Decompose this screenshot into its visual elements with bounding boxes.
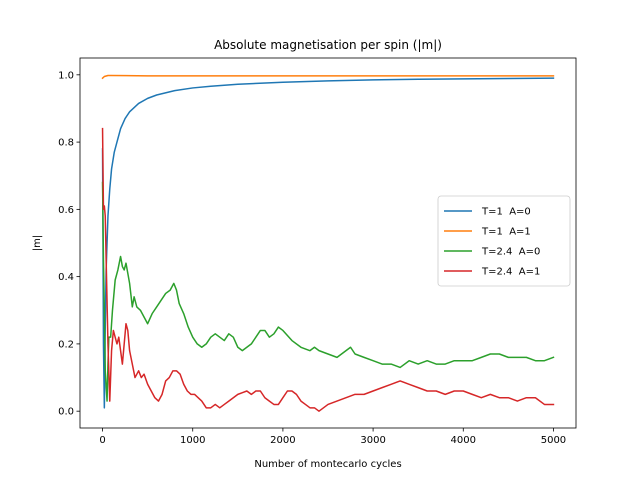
series-line-3 <box>101 181 555 402</box>
x-tick-label: 5000 <box>541 435 566 446</box>
y-tick-label: 0.8 <box>58 138 74 149</box>
y-tick-label: 0.4 <box>58 272 74 283</box>
legend-label-3: T=2.4 A=0 <box>481 247 540 258</box>
series-line-4 <box>101 127 555 412</box>
x-tick-label: 3000 <box>360 435 385 446</box>
x-tick-label: 0 <box>99 435 105 446</box>
chart-title: Absolute magnetisation per spin (|m|) <box>214 38 442 52</box>
y-tick-label: 0.6 <box>58 205 74 216</box>
series-line-1 <box>101 77 555 409</box>
y-axis-label: |m| <box>32 235 43 251</box>
legend-label-2: T=1 A=1 <box>481 227 531 238</box>
legend-box <box>437 195 571 287</box>
y-axis-ticks: 0.0 0.2 0.4 0.6 0.8 1.0 <box>58 70 80 418</box>
series-line-2 <box>101 74 555 80</box>
y-tick-label: 0.0 <box>58 407 74 418</box>
plot-frame <box>79 57 577 429</box>
x-axis-label: Number of montecarlo cycles <box>254 459 401 470</box>
legend-label-1: T=1 A=0 <box>481 207 531 218</box>
x-tick-label: 1000 <box>180 435 205 446</box>
x-tick-label: 4000 <box>451 435 476 446</box>
legend: T=1 A=0 T=1 A=1 T=2.4 A=0 T=2.4 A=1 <box>437 195 571 287</box>
y-tick-label: 0.2 <box>58 339 74 350</box>
series-layer <box>101 74 555 412</box>
legend-label-4: T=2.4 A=1 <box>481 267 540 278</box>
x-axis-ticks: 0 1000 2000 3000 4000 5000 <box>99 428 566 446</box>
x-tick-label: 2000 <box>270 435 295 446</box>
y-tick-label: 1.0 <box>58 70 74 81</box>
